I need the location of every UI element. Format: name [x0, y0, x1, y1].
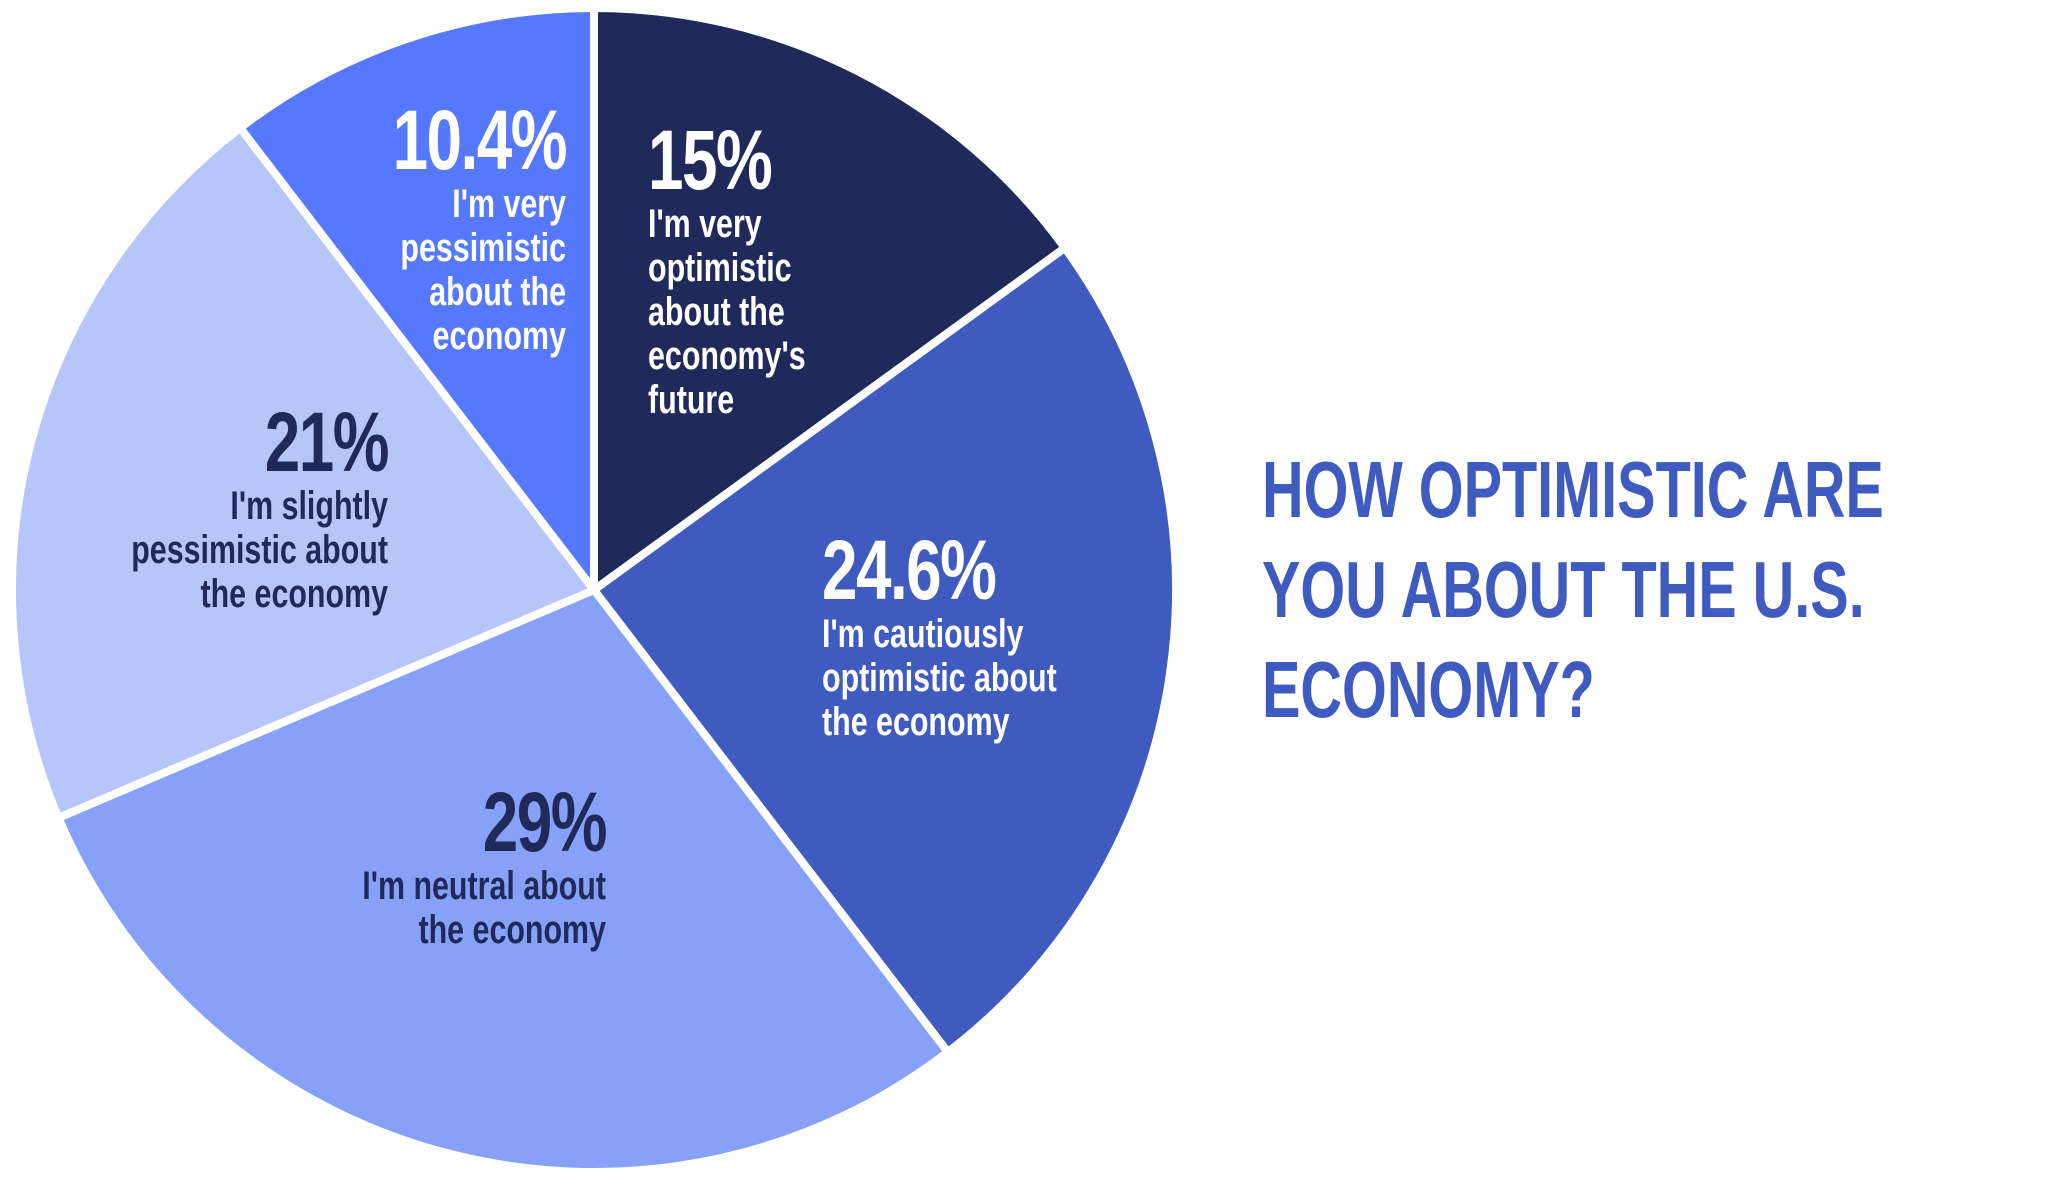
category-label: I'm very pessimistic about the economy	[400, 182, 566, 358]
category-label: I'm very optimistic about the economy's …	[648, 202, 806, 422]
slice-label: 24.6% I'm cautiously optimistic about the…	[822, 528, 1073, 744]
value-label: 24.6%	[822, 523, 997, 617]
value-label: 10.4%	[392, 93, 568, 187]
slice-label: 29% I'm neutral about the economy	[348, 775, 608, 952]
chart-title: HOW OPTIMISTIC ARE YOU ABOUT THE U.S. EC…	[1262, 445, 1884, 734]
category-label: I'm cautiously optimistic about the econ…	[822, 612, 1057, 744]
value-label: 15%	[648, 113, 773, 207]
pie-slice	[236, 4, 598, 594]
category-label: I'm neutral about the economy	[362, 864, 606, 952]
category-label: I'm slightly pessimistic about the econo…	[131, 484, 388, 616]
value-label: 29%	[482, 775, 608, 869]
slice-label: 21% I'm slightly pessimistic about the ec…	[118, 395, 390, 616]
pie-slice	[590, 243, 1180, 1057]
slice-label: 15% I'm very optimistic about the economy…	[648, 118, 819, 422]
slice-label: 10.4% I'm very pessimistic about the econ…	[391, 93, 568, 358]
value-label: 21%	[264, 395, 390, 489]
pie-slice	[54, 586, 952, 1176]
pie-slice	[8, 123, 598, 822]
pie-slice	[590, 4, 1069, 594]
